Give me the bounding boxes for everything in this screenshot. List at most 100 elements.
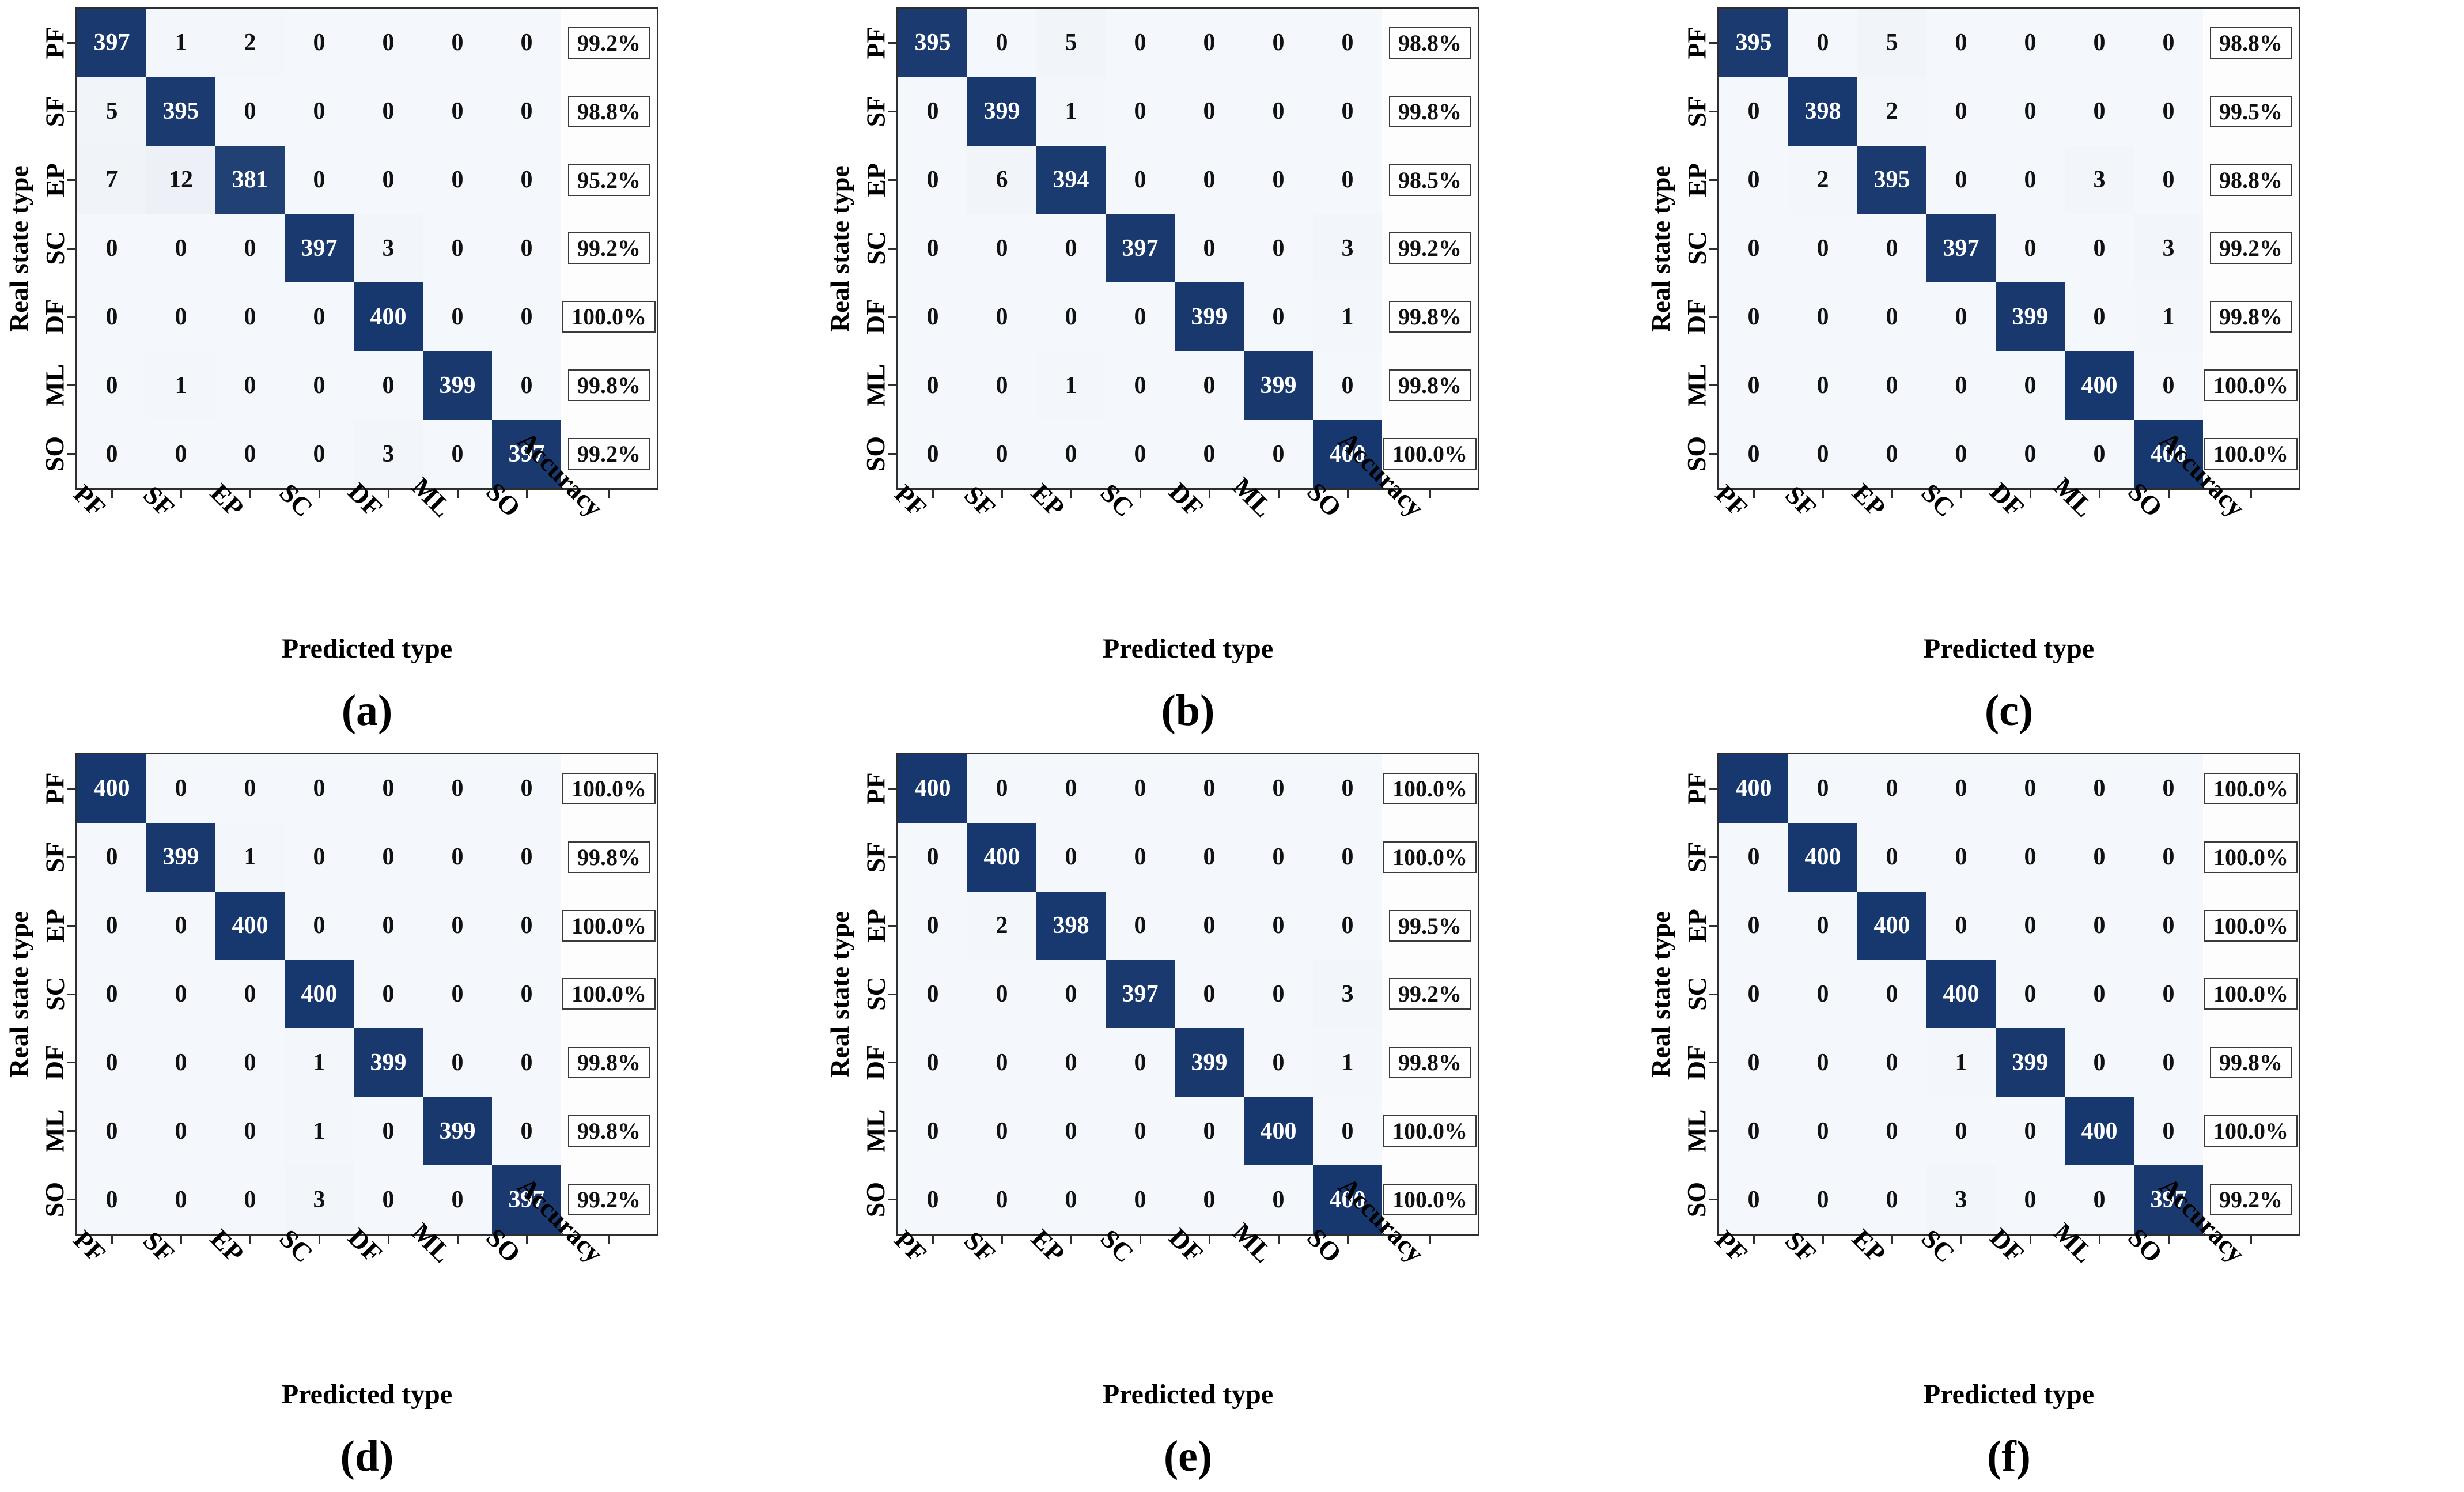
matrix-cell: 0 [1788,891,1857,960]
accuracy-row: 100.0% [1382,1165,1478,1234]
accuracy-value: 100.0% [562,301,656,333]
matrix-cell: 400 [1244,1097,1313,1166]
matrix-cell: 400 [2065,351,2134,420]
y-axis-title: Real state type [3,911,33,1078]
matrix-cell: 0 [2134,754,2203,823]
matrix-cell: 0 [1175,754,1244,823]
matrix-cell: 400 [285,960,354,1029]
matrix-cell: 0 [492,1028,561,1097]
axis-tick [1709,1062,1717,1064]
confusion-matrix-plot: 397 1 2 0 0 0 0 5 395 0 0 0 0 0 7 12 381 0 0 0 0 0 0 0 397 3 0 0 0 0 0… [75,7,658,490]
accuracy-row: 100.0% [2203,351,2299,420]
matrix-cell: 0 [77,1028,146,1097]
matrix-cell: 0 [1106,1097,1175,1166]
accuracy-row: 99.2% [2203,214,2299,283]
matrix-cell: 0 [146,214,215,283]
matrix-cell: 12 [146,145,215,214]
matrix-cell: 0 [1313,754,1382,823]
matrix-cell: 0 [2134,960,2203,1029]
matrix-cell: 0 [1175,960,1244,1029]
matrix-cell: 0 [354,145,423,214]
matrix-cell: 0 [967,1097,1036,1166]
matrix-cells: 400 0 0 0 0 0 0 0 399 1 0 0 0 0 0 0 400 0 0 0 0 0 0 0 400 0 0 0 0 0 0 1… [77,754,561,1234]
matrix-cell: 0 [1106,9,1175,77]
confusion-matrix-plot: 400 0 0 0 0 0 0 0 400 0 0 0 0 0 0 2 398 0 0 0 0 0 0 0 397 0 0 3 0 0 0 0… [896,753,1479,1236]
matrix-cell: 0 [1175,1165,1244,1234]
axis-tick [888,993,896,995]
accuracy-value: 100.0% [1383,1115,1477,1147]
matrix-cell: 0 [1996,822,2065,892]
matrix-cell: 0 [1926,891,1996,960]
axis-tick [2029,490,2031,498]
matrix-cell: 0 [1106,351,1175,420]
accuracy-column: 99.2% 98.8% 95.2% 99.2% 100.0% 99.8% 99.2% [561,9,657,488]
matrix-cell: 0 [1175,822,1244,892]
axis-tick [1346,490,1349,498]
axis-tick [1891,1236,1893,1244]
matrix-cell: 0 [1926,77,1996,146]
matrix-cell: 397 [1106,214,1175,283]
matrix-cell: 399 [1175,282,1244,352]
matrix-cell: 0 [2065,754,2134,823]
matrix-cell: 0 [1719,1097,1788,1166]
matrix-cell: 0 [1857,960,1926,1029]
accuracy-row: 100.0% [561,892,657,960]
matrix-cell: 0 [1926,145,1996,214]
matrix-cell: 1 [1926,1028,1996,1097]
accuracy-column: 98.8% 99.8% 98.5% 99.2% 99.8% 99.8% 100.0% [1382,9,1478,488]
accuracy-column: 100.0% 99.8% 100.0% 100.0% 99.8% 99.8% 99.2% [561,754,657,1234]
matrix-cell: 398 [1788,77,1857,146]
matrix-cell: 0 [77,1165,146,1234]
matrix-cell: 1 [1036,77,1106,146]
matrix-cell: 3 [1926,1165,1996,1234]
accuracy-row: 99.8% [561,1097,657,1165]
axis-tick [249,490,251,498]
matrix-cell: 0 [1313,822,1382,892]
axis-tick [1709,453,1717,455]
matrix-cell: 0 [1719,420,1788,488]
axis-tick [888,1130,896,1132]
axis-tick [1753,490,1755,498]
matrix-cell: 0 [898,1097,967,1166]
matrix-cell: 0 [1244,145,1313,214]
matrix-cell: 0 [1996,960,2065,1029]
matrix-cell: 0 [354,9,423,77]
axis-tick [1277,1236,1280,1244]
axis-tick [932,1236,934,1244]
matrix-cell: 0 [898,214,967,283]
axis-tick [1960,1236,1962,1244]
accuracy-value: 99.2% [568,232,650,265]
matrix-cell: 0 [77,420,146,488]
matrix-cell: 0 [285,822,354,892]
matrix-cell: 0 [146,1097,215,1166]
matrix-cell: 400 [1313,420,1382,488]
accuracy-value: 100.0% [2204,772,2298,804]
matrix-cell: 1 [2134,282,2203,352]
y-axis-title: Real state type [1645,165,1675,332]
matrix-cell: 395 [1857,145,1926,214]
matrix-cell: 0 [967,351,1036,420]
matrix-cell: 0 [1996,891,2065,960]
axis-tick [1709,316,1717,318]
accuracy-row: 99.8% [1382,282,1478,351]
matrix-cell: 0 [146,420,215,488]
matrix-cell: 0 [1106,822,1175,892]
matrix-cell: 0 [285,9,354,77]
axis-tick [1753,1236,1755,1244]
matrix-cell: 0 [1788,420,1857,488]
matrix-cell: 395 [146,77,215,146]
accuracy-row: 98.8% [561,77,657,146]
matrix-cell: 0 [1244,9,1313,77]
matrix-cell: 0 [215,1097,285,1166]
matrix-cell: 0 [1036,1028,1106,1097]
matrix-cell: 0 [1857,1028,1926,1097]
matrix-cell: 0 [1926,1097,1996,1166]
matrix-cell: 0 [1788,351,1857,420]
panel-f: Real state type 400 0 0 0 0 0 0 0 400 0 0 0 0 0 0 0 400 0… [1642,746,2463,1491]
axis-tick [67,316,75,318]
accuracy-row: 99.8% [1382,77,1478,146]
matrix-cell: 1 [1313,282,1382,352]
matrix-cell: 0 [423,891,492,960]
axis-tick [249,1236,251,1244]
